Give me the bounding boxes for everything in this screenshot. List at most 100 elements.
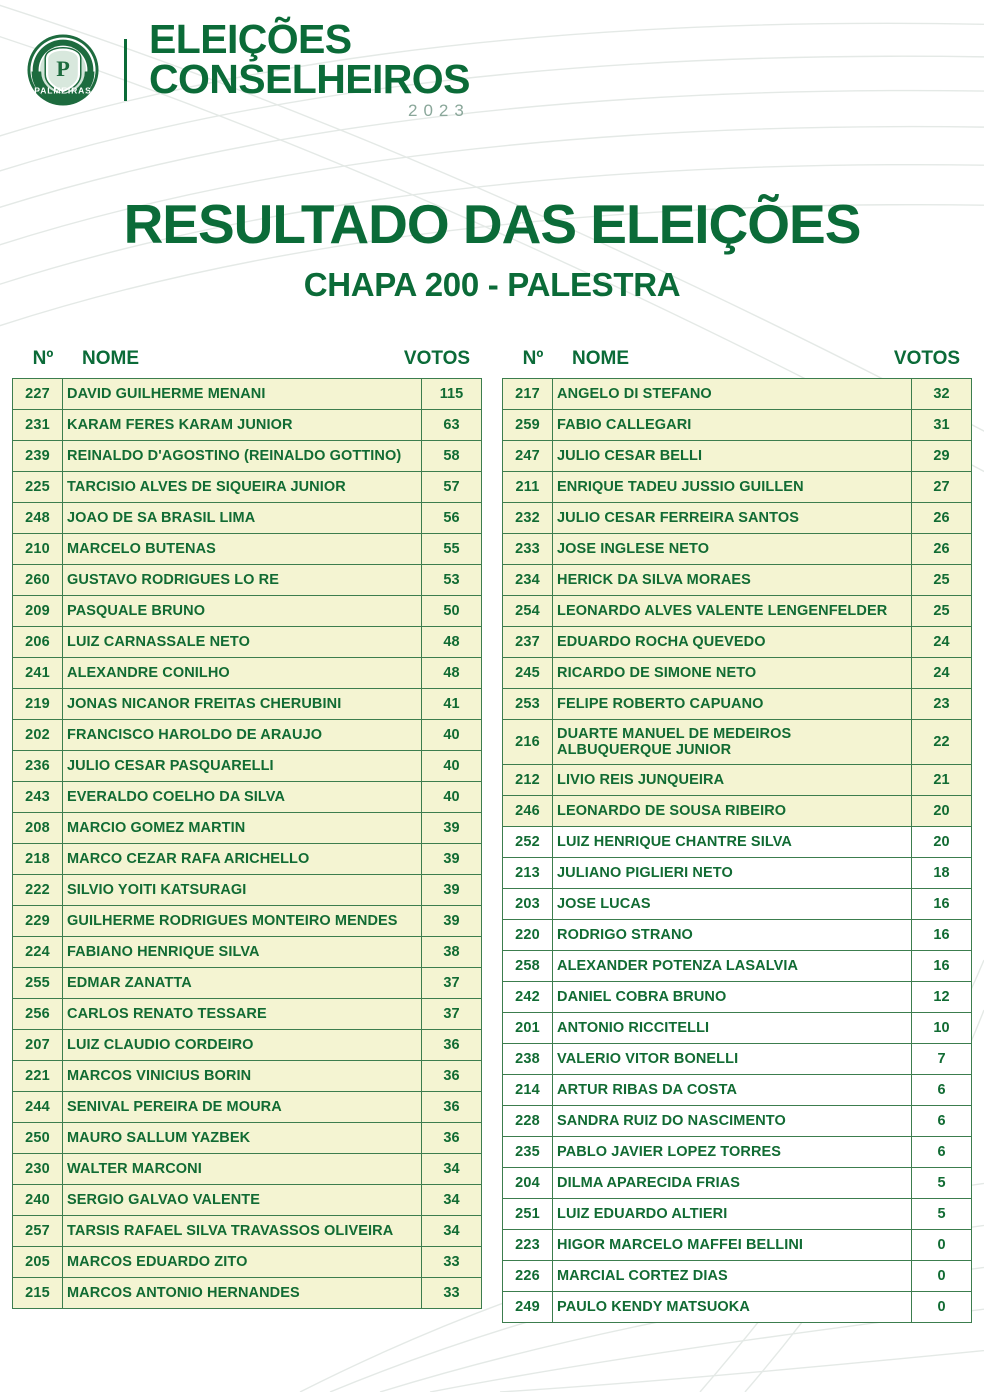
cell-number: 236 bbox=[12, 750, 63, 783]
table-row: 211 ENRIQUE TADEU JUSSIO GUILLEN 27 bbox=[502, 471, 972, 504]
cell-number: 211 bbox=[502, 471, 553, 504]
cell-votes: 23 bbox=[911, 688, 972, 721]
cell-name: REINALDO D'AGOSTINO (REINALDO GOTTINO) bbox=[62, 440, 422, 473]
cell-number: 220 bbox=[502, 919, 553, 952]
cell-number: 227 bbox=[12, 378, 63, 411]
cell-number: 204 bbox=[502, 1167, 553, 1200]
cell-number: 260 bbox=[12, 564, 63, 597]
cell-name: MARCIAL CORTEZ DIAS bbox=[552, 1260, 912, 1293]
cell-votes: 39 bbox=[421, 905, 482, 938]
table-header-right: Nº NOME VOTOS bbox=[502, 348, 972, 378]
cell-number: 219 bbox=[12, 688, 63, 721]
cell-number: 218 bbox=[12, 843, 63, 876]
table-row: 243 EVERALDO COELHO DA SILVA 40 bbox=[12, 781, 482, 814]
table-row: 203 JOSE LUCAS 16 bbox=[502, 888, 972, 921]
cell-name: FELIPE ROBERTO CAPUANO bbox=[552, 688, 912, 721]
table-row: 244 SENIVAL PEREIRA DE MOURA 36 bbox=[12, 1091, 482, 1124]
cell-votes: 25 bbox=[911, 564, 972, 597]
cell-votes: 24 bbox=[911, 626, 972, 659]
results-tables: Nº NOME VOTOS 227 DAVID GUILHERME MENANI 1… bbox=[0, 348, 984, 1324]
cell-number: 209 bbox=[12, 595, 63, 628]
table-row: 254 LEONARDO ALVES VALENTE LENGENFELDER 25 bbox=[502, 595, 972, 628]
cell-votes: 39 bbox=[421, 843, 482, 876]
cell-votes: 5 bbox=[911, 1167, 972, 1200]
cell-number: 240 bbox=[12, 1184, 63, 1217]
cell-name: GUSTAVO RODRIGUES LO RE bbox=[62, 564, 422, 597]
cell-number: 202 bbox=[12, 719, 63, 752]
table-row: 226 MARCIAL CORTEZ DIAS 0 bbox=[502, 1260, 972, 1293]
cell-name: ALEXANDRE CONILHO bbox=[62, 657, 422, 690]
results-column-left: Nº NOME VOTOS 227 DAVID GUILHERME MENANI 1… bbox=[12, 348, 482, 1310]
cell-name: DILMA APARECIDA FRIAS bbox=[552, 1167, 912, 1200]
cell-votes: 16 bbox=[911, 888, 972, 921]
cell-name: SENIVAL PEREIRA DE MOURA bbox=[62, 1091, 422, 1124]
table-row: 208 MARCIO GOMEZ MARTIN 39 bbox=[12, 812, 482, 845]
cell-votes: 18 bbox=[911, 857, 972, 890]
table-row: 253 FELIPE ROBERTO CAPUANO 23 bbox=[502, 688, 972, 721]
cell-number: 257 bbox=[12, 1215, 63, 1248]
header-divider bbox=[124, 39, 127, 101]
cell-number: 241 bbox=[12, 657, 63, 690]
table-row: 218 MARCO CEZAR RAFA ARICHELLO 39 bbox=[12, 843, 482, 876]
table-row: 217 ANGELO DI STEFANO 32 bbox=[502, 378, 972, 411]
cell-votes: 39 bbox=[421, 874, 482, 907]
cell-name: SILVIO YOITI KATSURAGI bbox=[62, 874, 422, 907]
cell-votes: 63 bbox=[421, 409, 482, 442]
cell-number: 250 bbox=[12, 1122, 63, 1155]
cell-number: 226 bbox=[502, 1260, 553, 1293]
cell-name: LEONARDO ALVES VALENTE LENGENFELDER bbox=[552, 595, 912, 628]
table-row: 220 RODRIGO STRANO 16 bbox=[502, 919, 972, 952]
table-row: 257 TARSIS RAFAEL SILVA TRAVASSOS OLIVEIR… bbox=[12, 1215, 482, 1248]
results-table-left: 227 DAVID GUILHERME MENANI 115 231 KARAM FER… bbox=[12, 378, 482, 1310]
cell-votes: 0 bbox=[911, 1260, 972, 1293]
cell-votes: 36 bbox=[421, 1029, 482, 1062]
results-table-right: 217 ANGELO DI STEFANO 32 259 FABIO CALLEGARI… bbox=[502, 378, 972, 1324]
cell-votes: 48 bbox=[421, 657, 482, 690]
cell-number: 208 bbox=[12, 812, 63, 845]
cell-name: PASQUALE BRUNO bbox=[62, 595, 422, 628]
cell-name: JOAO DE SA BRASIL LIMA bbox=[62, 502, 422, 535]
cell-votes: 6 bbox=[911, 1074, 972, 1107]
cell-name: RICARDO DE SIMONE NETO bbox=[552, 657, 912, 690]
header-title-line1: ELEIÇÕES bbox=[149, 16, 352, 63]
table-row: 249 PAULO KENDY MATSUOKA 0 bbox=[502, 1291, 972, 1324]
cell-votes: 26 bbox=[911, 533, 972, 566]
table-row: 239 REINALDO D'AGOSTINO (REINALDO GOTTINO… bbox=[12, 440, 482, 473]
cell-name: LUIZ EDUARDO ALTIERI bbox=[552, 1198, 912, 1231]
cell-number: 239 bbox=[12, 440, 63, 473]
cell-name: JOSE LUCAS bbox=[552, 888, 912, 921]
cell-number: 217 bbox=[502, 378, 553, 411]
cell-votes: 41 bbox=[421, 688, 482, 721]
header-title-group: ELEIÇÕES CONSELHEIROS 2023 bbox=[149, 16, 470, 120]
cell-number: 212 bbox=[502, 764, 553, 797]
cell-votes: 5 bbox=[911, 1198, 972, 1231]
table-row: 259 FABIO CALLEGARI 31 bbox=[502, 409, 972, 442]
table-row: 212 LIVIO REIS JUNQUEIRA 21 bbox=[502, 764, 972, 797]
table-row: 251 LUIZ EDUARDO ALTIERI 5 bbox=[502, 1198, 972, 1231]
cell-name: MARCOS EDUARDO ZITO bbox=[62, 1246, 422, 1279]
table-row: 223 HIGOR MARCELO MAFFEI BELLINI 0 bbox=[502, 1229, 972, 1262]
table-header-left: Nº NOME VOTOS bbox=[12, 348, 482, 378]
cell-number: 246 bbox=[502, 795, 553, 828]
cell-number: 213 bbox=[502, 857, 553, 890]
table-row: 230 WALTER MARCONI 34 bbox=[12, 1153, 482, 1186]
svg-text:P: P bbox=[56, 56, 70, 81]
cell-name: PABLO JAVIER LOPEZ TORRES bbox=[552, 1136, 912, 1169]
table-row: 247 JULIO CESAR BELLI 29 bbox=[502, 440, 972, 473]
table-row: 233 JOSE INGLESE NETO 26 bbox=[502, 533, 972, 566]
table-row: 219 JONAS NICANOR FREITAS CHERUBINI 41 bbox=[12, 688, 482, 721]
cell-votes: 36 bbox=[421, 1060, 482, 1093]
cell-number: 234 bbox=[502, 564, 553, 597]
cell-number: 232 bbox=[502, 502, 553, 535]
cell-name: EDMAR ZANATTA bbox=[62, 967, 422, 1000]
cell-votes: 6 bbox=[911, 1105, 972, 1138]
cell-number: 259 bbox=[502, 409, 553, 442]
cell-name: FABIO CALLEGARI bbox=[552, 409, 912, 442]
column-header-num: Nº bbox=[32, 348, 54, 370]
cell-name: DANIEL COBRA BRUNO bbox=[552, 981, 912, 1014]
cell-number: 251 bbox=[502, 1198, 553, 1231]
table-row: 237 EDUARDO ROCHA QUEVEDO 24 bbox=[502, 626, 972, 659]
cell-name: MARCIO GOMEZ MARTIN bbox=[62, 812, 422, 845]
cell-name: TARSIS RAFAEL SILVA TRAVASSOS OLIVEIRA bbox=[62, 1215, 422, 1248]
cell-votes: 16 bbox=[911, 919, 972, 952]
